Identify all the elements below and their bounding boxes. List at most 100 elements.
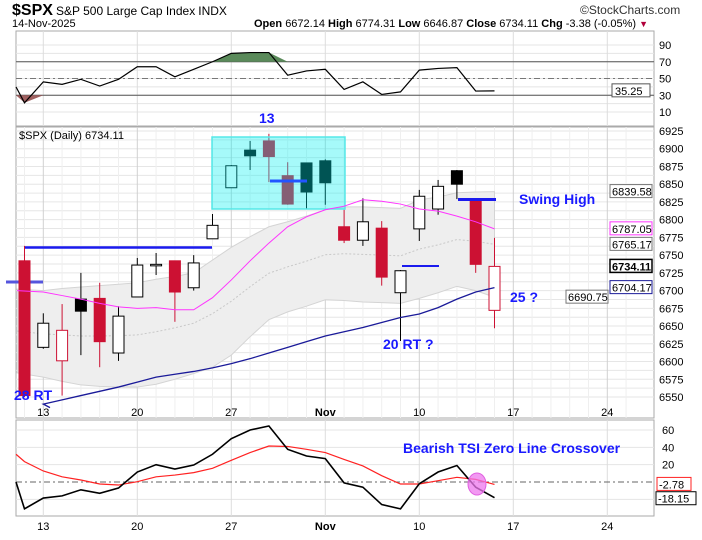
candle-body bbox=[187, 262, 200, 289]
tsi-axis-tick: 20 bbox=[662, 460, 674, 472]
price-axis-tick: 6825 bbox=[659, 197, 683, 209]
tsi-axis-tick: 40 bbox=[662, 442, 674, 454]
rsi-value-tag bbox=[611, 83, 651, 98]
tsi-x-tick: 13 bbox=[37, 521, 49, 533]
candle-body bbox=[319, 160, 332, 184]
candle-body bbox=[112, 315, 125, 354]
price-axis-tick: 6650 bbox=[659, 321, 683, 333]
price-axis-tick: 6925 bbox=[659, 126, 683, 138]
price-tag-ema_short: 6787.05 bbox=[612, 224, 652, 236]
price-x-tick: 27 bbox=[225, 407, 237, 419]
index-name: S&P 500 Large Cap Index bbox=[55, 4, 196, 18]
price-tag-band: 6765.17 bbox=[612, 239, 652, 251]
candle-body bbox=[18, 260, 31, 397]
chart-title: $SPX S&P 500 Large Cap Index INDX bbox=[12, 2, 227, 21]
candle-body bbox=[74, 298, 87, 312]
price-tag-box bbox=[609, 236, 653, 251]
price-axis-tick: 6775 bbox=[659, 232, 683, 244]
price-axis-tick: 6850 bbox=[659, 179, 683, 191]
crossover-highlight bbox=[467, 472, 487, 496]
chg-label: Chg bbox=[541, 18, 563, 30]
candle-body bbox=[244, 149, 257, 157]
close-label: Close bbox=[466, 18, 497, 30]
price-tag-box bbox=[565, 289, 609, 304]
price-axis-tick: 6875 bbox=[659, 161, 683, 173]
bollinger-middle-line bbox=[16, 239, 495, 337]
price-x-tick: 13 bbox=[37, 407, 49, 419]
price-axis-tick: 6800 bbox=[659, 215, 683, 227]
candle-body bbox=[338, 226, 351, 241]
tsi-signal-value: -2.78 bbox=[659, 479, 684, 491]
price-axis-tick: 6700 bbox=[659, 286, 683, 298]
price-axis-tick: 6900 bbox=[659, 144, 683, 156]
tsi-x-tick: Nov bbox=[315, 521, 337, 533]
price-axis-tick: 6750 bbox=[659, 250, 683, 262]
rsi-line bbox=[15, 51, 495, 104]
candle-body bbox=[394, 270, 407, 294]
open-value: 6672.14 bbox=[285, 18, 325, 30]
tsi-signal-line bbox=[15, 445, 495, 486]
candle-body bbox=[262, 140, 275, 158]
price-axis-tick: 6600 bbox=[659, 357, 683, 369]
low-label: Low bbox=[398, 18, 421, 30]
tsi-x-tick: 17 bbox=[507, 521, 519, 533]
chart-date: 14-Nov-2025 bbox=[12, 18, 76, 30]
candle-body bbox=[93, 297, 106, 343]
consolidation-box bbox=[211, 136, 346, 210]
open-label: Open bbox=[254, 18, 283, 30]
annotation-20-rt: 20 RT ? bbox=[383, 336, 434, 352]
tsi-value: -18.15 bbox=[658, 494, 689, 506]
price-tag-box bbox=[609, 221, 653, 236]
candle-body bbox=[131, 264, 144, 298]
price-x-tick: 10 bbox=[413, 407, 425, 419]
annotation-25: 25 ? bbox=[510, 289, 538, 305]
candle-body bbox=[37, 322, 50, 348]
tsi-x-tick: 20 bbox=[131, 521, 143, 533]
tsi-line bbox=[15, 425, 495, 511]
price-axis-tick: 6575 bbox=[659, 374, 683, 386]
candle-body bbox=[413, 195, 426, 230]
rsi-axis-tick: 30 bbox=[659, 90, 671, 102]
price-x-tick: 24 bbox=[601, 407, 613, 419]
price-tag-band: 6839.58 bbox=[612, 187, 652, 199]
price-tag-band: 6690.75 bbox=[568, 292, 608, 304]
price-tag-box bbox=[609, 184, 653, 199]
candle-body bbox=[281, 175, 294, 205]
tsi-signal-tag-box bbox=[656, 476, 692, 491]
rsi-axis-tick: 10 bbox=[659, 107, 671, 119]
tsi-axis-tick: 60 bbox=[662, 425, 674, 437]
candle-body bbox=[432, 185, 445, 210]
candle-body bbox=[168, 260, 181, 293]
candle-body bbox=[300, 162, 313, 193]
tsi-annotation: Bearish TSI Zero Line Crossover bbox=[403, 440, 621, 456]
tsi-x-tick: 24 bbox=[601, 521, 613, 533]
ohlc-summary: Open 6672.14 High 6774.31 Low 6646.87 Cl… bbox=[254, 18, 648, 31]
chg-value: -3.38 (-0.05%) bbox=[565, 18, 637, 30]
price-tag-box bbox=[609, 258, 653, 274]
rsi-axis-tick: 90 bbox=[659, 40, 671, 52]
candle-body bbox=[356, 221, 369, 241]
tsi-tag-box bbox=[655, 491, 697, 506]
price-x-tick: 17 bbox=[507, 407, 519, 419]
candle-body bbox=[375, 227, 388, 278]
rsi-axis-tick: 50 bbox=[659, 74, 671, 86]
price-tag-box bbox=[609, 280, 653, 295]
low-value: 6646.87 bbox=[423, 18, 464, 30]
price-axis-tick: 6625 bbox=[659, 339, 683, 351]
tsi-x-tick: 27 bbox=[225, 521, 237, 533]
annotation-28-rt: 28 RT bbox=[14, 387, 53, 403]
price-tag-close: 6734.11 bbox=[612, 261, 651, 273]
candle-body bbox=[56, 329, 69, 362]
high-value: 6774.31 bbox=[355, 18, 396, 30]
candle-body bbox=[225, 165, 238, 189]
rsi-overbought-fill bbox=[16, 52, 495, 62]
rsi-current-value: 35.25 bbox=[615, 86, 643, 98]
rsi-axis-tick: 70 bbox=[659, 57, 671, 69]
price-tag-ma_long: 6704.17 bbox=[612, 283, 652, 295]
price-axis-tick: 6675 bbox=[659, 303, 683, 315]
annotation-swing-high: Swing High bbox=[519, 191, 595, 207]
high-label: High bbox=[328, 18, 353, 30]
price-axis-tick: 6550 bbox=[659, 392, 683, 404]
candle-body bbox=[450, 170, 463, 185]
